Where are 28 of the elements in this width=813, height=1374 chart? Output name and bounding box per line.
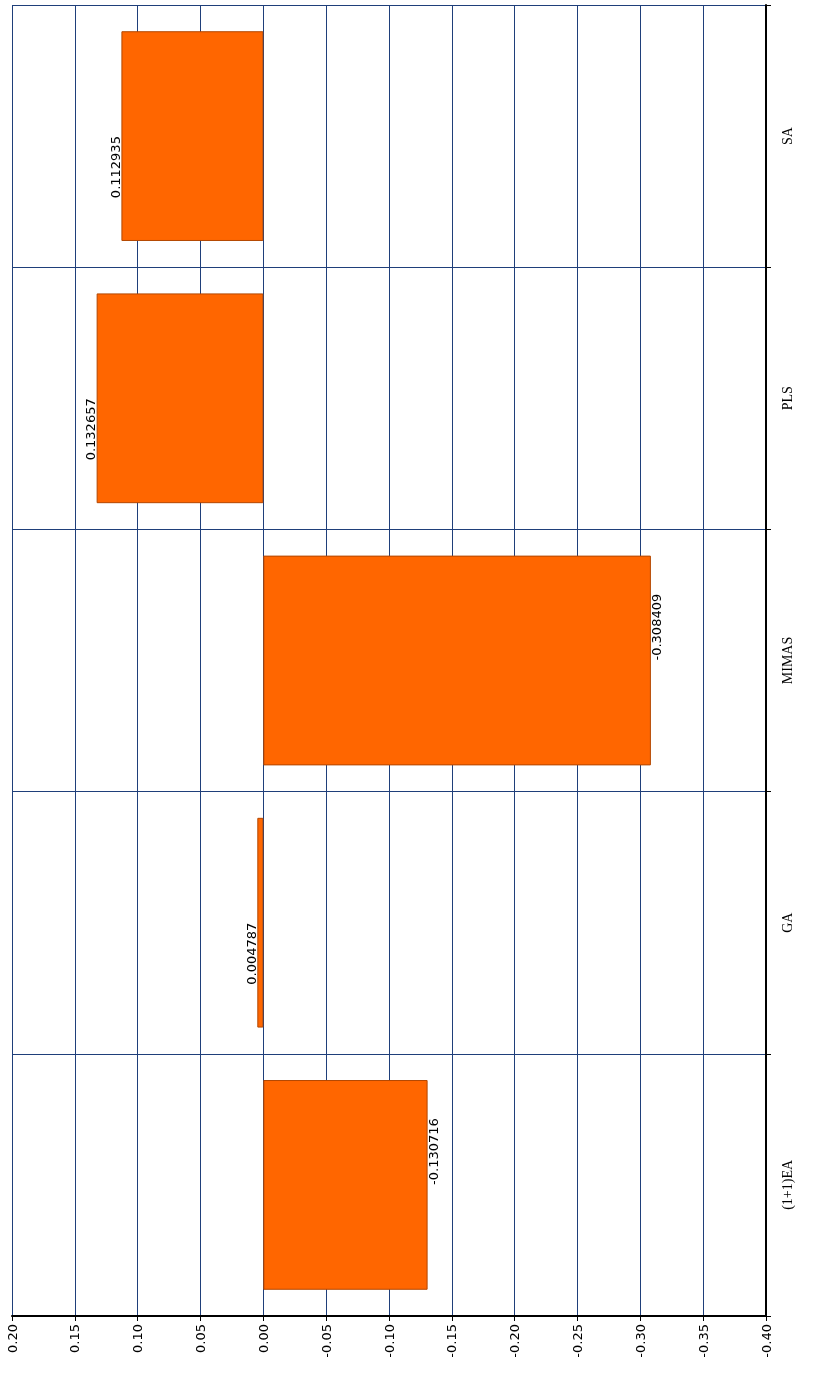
x-tick-label: 0.10 — [130, 1324, 146, 1353]
y-tick-label: GA — [779, 911, 795, 933]
x-tick-label: 0.15 — [67, 1324, 83, 1353]
x-tick-label: 0.05 — [193, 1324, 208, 1353]
y-tick-label: MIMAS — [779, 636, 795, 685]
x-tick-label: 0.20 — [4, 1324, 20, 1353]
x-tick-label: -0.30 — [632, 1324, 648, 1358]
x-tick-label: -0.40 — [758, 1324, 774, 1358]
data-label: 0.004787 — [243, 922, 259, 985]
x-tick-label: -0.05 — [318, 1324, 334, 1358]
bar — [121, 31, 264, 241]
x-tick-label: -0.15 — [444, 1324, 460, 1358]
y-tick-label: SA — [779, 126, 795, 146]
y-tick-label: PLS — [779, 386, 795, 411]
bar — [96, 293, 264, 504]
x-tick-label: -0.25 — [570, 1324, 585, 1358]
bar — [257, 817, 264, 1028]
data-label: -0.130716 — [426, 1118, 442, 1185]
x-tick-label: -0.35 — [695, 1324, 711, 1358]
x-tick-label: -0.10 — [381, 1324, 397, 1358]
data-label: -0.308409 — [649, 593, 665, 661]
data-label: 0.112935 — [107, 136, 123, 199]
x-tick-label: 0.00 — [255, 1324, 271, 1353]
bar — [263, 1080, 428, 1290]
x-tick-label: -0.20 — [507, 1324, 523, 1358]
bar — [263, 555, 651, 766]
y-tick-label: (1+1)EA — [779, 1159, 796, 1210]
data-label: 0.132657 — [83, 398, 99, 461]
